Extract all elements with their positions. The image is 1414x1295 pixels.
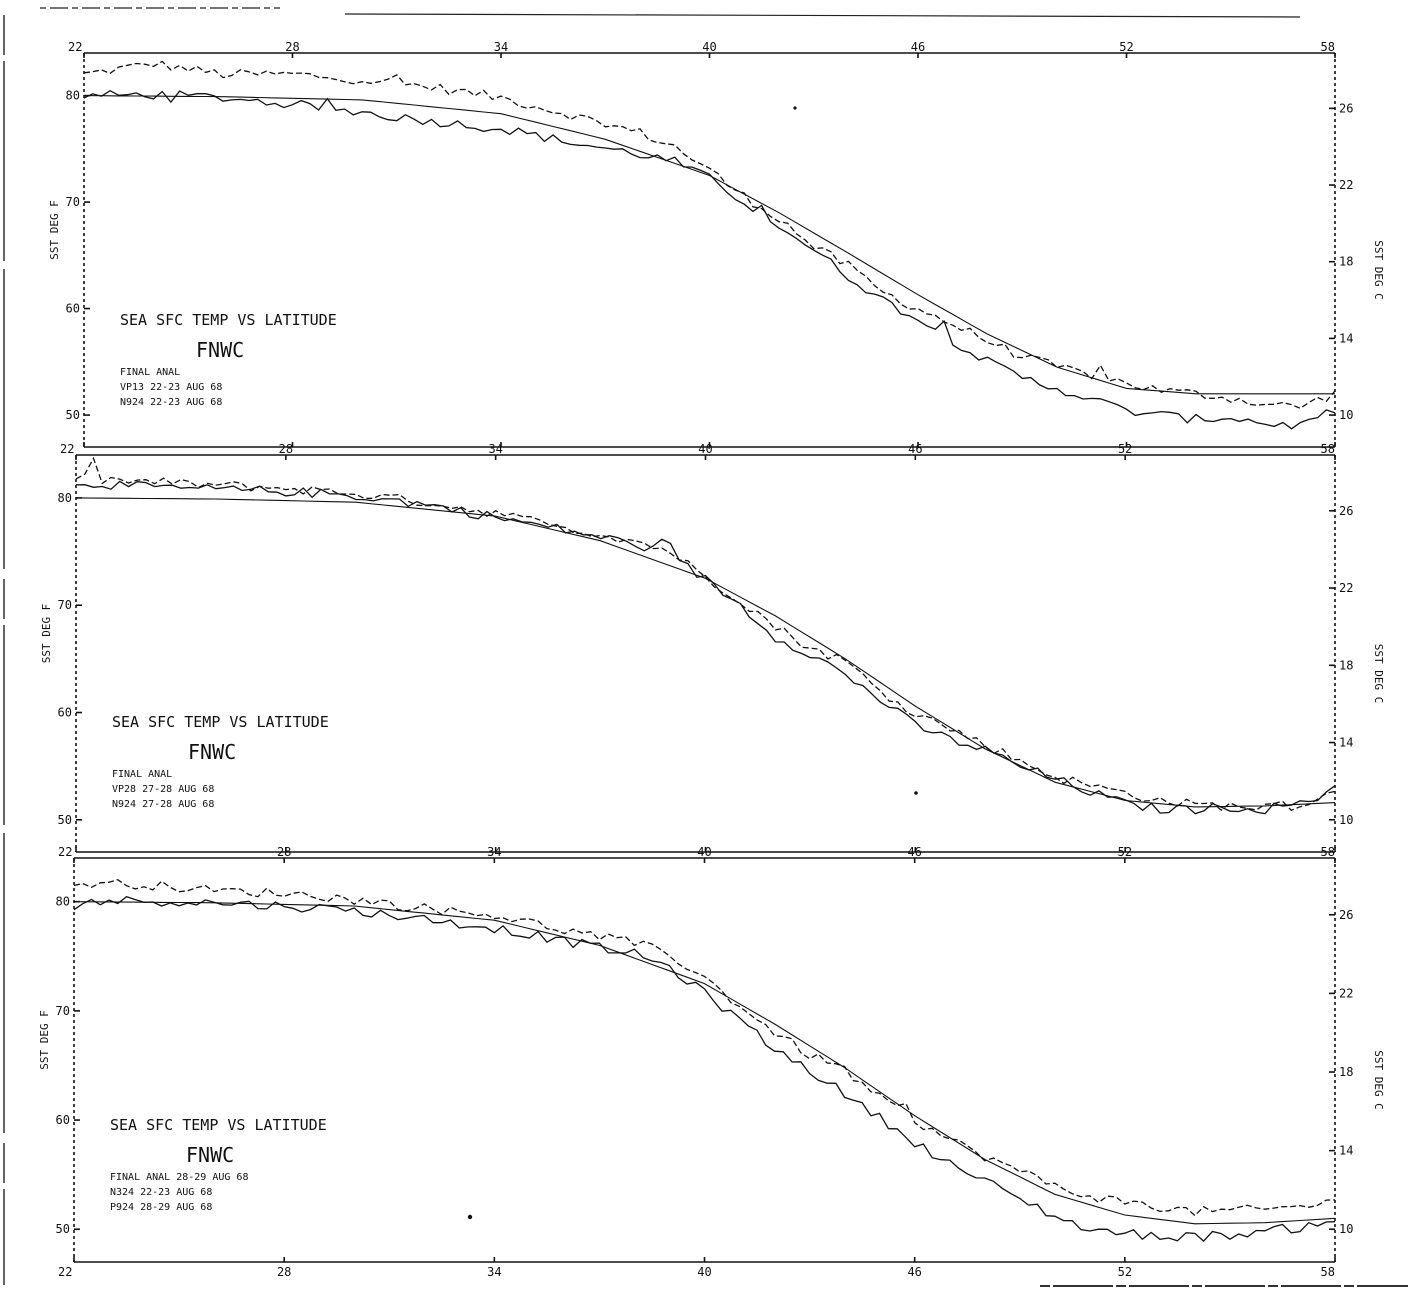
y-tick-label: 70	[56, 1004, 70, 1018]
x-tick-label-top: 40	[698, 442, 712, 456]
legend-entry: N924 22-23 AUG 68	[120, 397, 222, 408]
y2-tick-label: 22	[1339, 581, 1353, 595]
y-tick-label: 50	[66, 408, 80, 422]
series-line	[75, 456, 1336, 812]
x-tick-label-top: 46	[908, 442, 922, 456]
y-axis-label: SST DEG F	[40, 604, 53, 664]
y-tick-label: 50	[56, 1222, 70, 1236]
series-line	[75, 480, 1336, 815]
scan-speck	[914, 791, 918, 795]
y-tick-label: 60	[66, 302, 80, 316]
legend-entry: FINAL ANAL	[120, 367, 180, 378]
y2-tick-label: 14	[1339, 736, 1353, 750]
x-tick-label-top: 52	[1118, 845, 1132, 859]
x-tick-label-bottom: 52	[1118, 1265, 1132, 1279]
y2-tick-label: 18	[1339, 255, 1353, 269]
chart-panel-1: 22 28 34 40 46 52 58 50 60 70 80 10 14 18 22 26 SST DEG …	[48, 40, 1385, 448]
y2-tick-label: 22	[1339, 986, 1353, 1000]
y2-axis-label: SST DEG C	[1372, 240, 1385, 300]
scan-speck	[467, 1214, 473, 1220]
x-tick-label-top: 34	[494, 40, 508, 54]
legend-entry: N924 27-28 AUG 68	[112, 799, 214, 810]
x-tick-label-top: 22	[58, 845, 72, 859]
chart-panel-2: 22 28 34 40 46 52 58 50 60 70 80 10 14 18 22 26 SST DEG …	[40, 442, 1385, 853]
x-tick-label-top: 34	[487, 845, 501, 859]
scan-border-top-right	[344, 13, 1301, 18]
series-line	[73, 901, 565, 938]
x-tick-label-top: 58	[1321, 442, 1335, 456]
x-tick-label-bottom: 58	[1321, 1265, 1335, 1279]
y-tick-label: 50	[58, 813, 72, 827]
series-line	[570, 130, 1335, 395]
y-tick-label: 80	[56, 895, 70, 909]
x-tick-label-top: 28	[285, 40, 299, 54]
y-tick-label: 60	[58, 706, 72, 720]
legend-entry: P924 28-29 AUG 68	[110, 1202, 212, 1213]
x-tick-label-top: 22	[68, 40, 82, 54]
series-line	[83, 95, 571, 132]
series-line	[83, 60, 1336, 410]
y2-tick-label: 22	[1339, 178, 1353, 192]
y-tick-label: 80	[66, 89, 80, 103]
scan-speck	[793, 106, 797, 110]
series-line	[565, 532, 1336, 808]
y-axis-label: SST DEG F	[48, 200, 61, 260]
x-tick-label-top: 22	[60, 442, 74, 456]
y2-tick-label: 26	[1339, 101, 1353, 115]
y2-tick-label: 10	[1339, 408, 1353, 422]
series-line	[75, 497, 566, 534]
legend-entry: FINAL ANAL	[112, 769, 172, 780]
x-tick-label-top: 52	[1118, 442, 1132, 456]
x-tick-label-top: 34	[488, 442, 502, 456]
series-line	[73, 895, 1336, 1243]
chart-panel-3: 22 22 28 28 34 34 40 40 46 46 52 52 58 58 50 60 70 80 10 14…	[38, 845, 1385, 1279]
x-tick-label-bottom: 40	[697, 1265, 711, 1279]
chart-title: SEA SFC TEMP VS LATITUDE	[112, 713, 329, 731]
y-tick-label: 60	[56, 1113, 70, 1127]
y2-tick-label: 26	[1339, 908, 1353, 922]
x-tick-label-top: 28	[277, 845, 291, 859]
x-tick-label-top: 40	[702, 40, 716, 54]
x-tick-label-top: 28	[279, 442, 293, 456]
x-tick-label-bottom: 22	[58, 1265, 72, 1279]
chart-subtitle: FNWC	[188, 740, 236, 764]
y2-tick-label: 10	[1339, 1222, 1353, 1236]
y-tick-label: 70	[66, 195, 80, 209]
y2-tick-label: 10	[1339, 813, 1353, 827]
x-tick-label-top: 40	[697, 845, 711, 859]
y2-tick-label: 18	[1339, 658, 1353, 672]
series-line	[73, 878, 1336, 1217]
y2-tick-label: 18	[1339, 1065, 1353, 1079]
y2-axis-label: SST DEG C	[1372, 1050, 1385, 1110]
x-tick-label-top: 46	[907, 845, 921, 859]
y-tick-label: 70	[58, 598, 72, 612]
y-tick-label: 80	[58, 491, 72, 505]
series-line	[83, 89, 1336, 430]
chart-subtitle: FNWC	[196, 338, 244, 362]
chart-title: SEA SFC TEMP VS LATITUDE	[110, 1116, 327, 1134]
x-tick-label-top: 46	[911, 40, 925, 54]
x-tick-label-top: 52	[1119, 40, 1133, 54]
y2-tick-label: 14	[1339, 1144, 1353, 1158]
x-tick-label-bottom: 34	[487, 1265, 501, 1279]
y2-axis-label: SST DEG C	[1372, 644, 1385, 704]
x-tick-label-bottom: 46	[907, 1265, 921, 1279]
y2-tick-label: 14	[1339, 331, 1353, 345]
chart-subtitle: FNWC	[186, 1143, 234, 1167]
chart-title: SEA SFC TEMP VS LATITUDE	[120, 311, 337, 329]
legend-entry: FINAL ANAL 28-29 AUG 68	[110, 1172, 248, 1183]
x-tick-label-bottom: 28	[277, 1265, 291, 1279]
legend-entry: VP28 27-28 AUG 68	[112, 784, 214, 795]
y2-tick-label: 26	[1339, 504, 1353, 518]
legend-entry: N324 22-23 AUG 68	[110, 1187, 212, 1198]
x-tick-label-top: 58	[1321, 845, 1335, 859]
x-tick-label-top: 58	[1321, 40, 1335, 54]
y-axis-label: SST DEG F	[38, 1010, 51, 1070]
legend-entry: VP13 22-23 AUG 68	[120, 382, 222, 393]
series-line	[564, 936, 1336, 1225]
